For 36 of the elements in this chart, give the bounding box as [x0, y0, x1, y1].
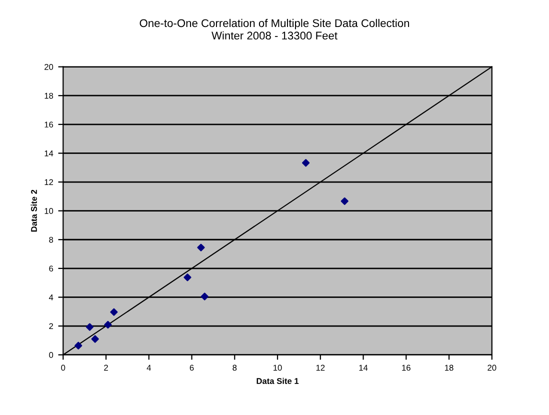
- point: [302, 159, 310, 167]
- y-tick-label: 2: [49, 323, 53, 330]
- y-tick-label: 18: [44, 92, 54, 99]
- x-tick-label: 4: [146, 364, 151, 371]
- point: [197, 244, 205, 252]
- point: [104, 320, 112, 329]
- y-tick-label: 0: [49, 352, 54, 358]
- x-axis-title: Data Site 1: [256, 378, 299, 384]
- y-tick-label: 6: [49, 266, 54, 272]
- y-tick-label: 10: [44, 208, 54, 214]
- x-tick-label: 18: [445, 364, 454, 371]
- y-tick-label: 14: [44, 150, 54, 156]
- point: [110, 308, 118, 316]
- x-tick-label: 2: [104, 364, 108, 371]
- chart-title: One-to-One Correlation of Multiple Site Data Collection: [140, 18, 410, 30]
- y-tick-label: 20: [44, 64, 54, 70]
- x-tick-label: 20: [488, 364, 496, 371]
- x-tick-label: 8: [232, 364, 237, 371]
- x-tick-label: 6: [190, 364, 194, 371]
- x-tick-label: 16: [402, 364, 410, 371]
- chart-subtitle: Winter 2008 - 13300 Feet: [212, 31, 338, 40]
- x-tick-label: 12: [316, 364, 325, 371]
- point: [200, 292, 208, 300]
- y-tick-label: 16: [44, 122, 54, 128]
- point: [91, 335, 99, 343]
- point: [74, 342, 82, 350]
- x-tick-label: 14: [359, 364, 368, 371]
- y-axis-title: Data Site 2: [30, 190, 37, 232]
- x-tick-label: 0: [61, 364, 66, 371]
- point: [184, 274, 192, 282]
- y-tick-label: 8: [49, 236, 54, 243]
- y-tick-label: 12: [44, 179, 53, 186]
- x-tick-label: 10: [274, 364, 282, 371]
- point: [340, 197, 348, 205]
- y-tick-label: 4: [48, 294, 54, 300]
- point: [86, 323, 94, 331]
